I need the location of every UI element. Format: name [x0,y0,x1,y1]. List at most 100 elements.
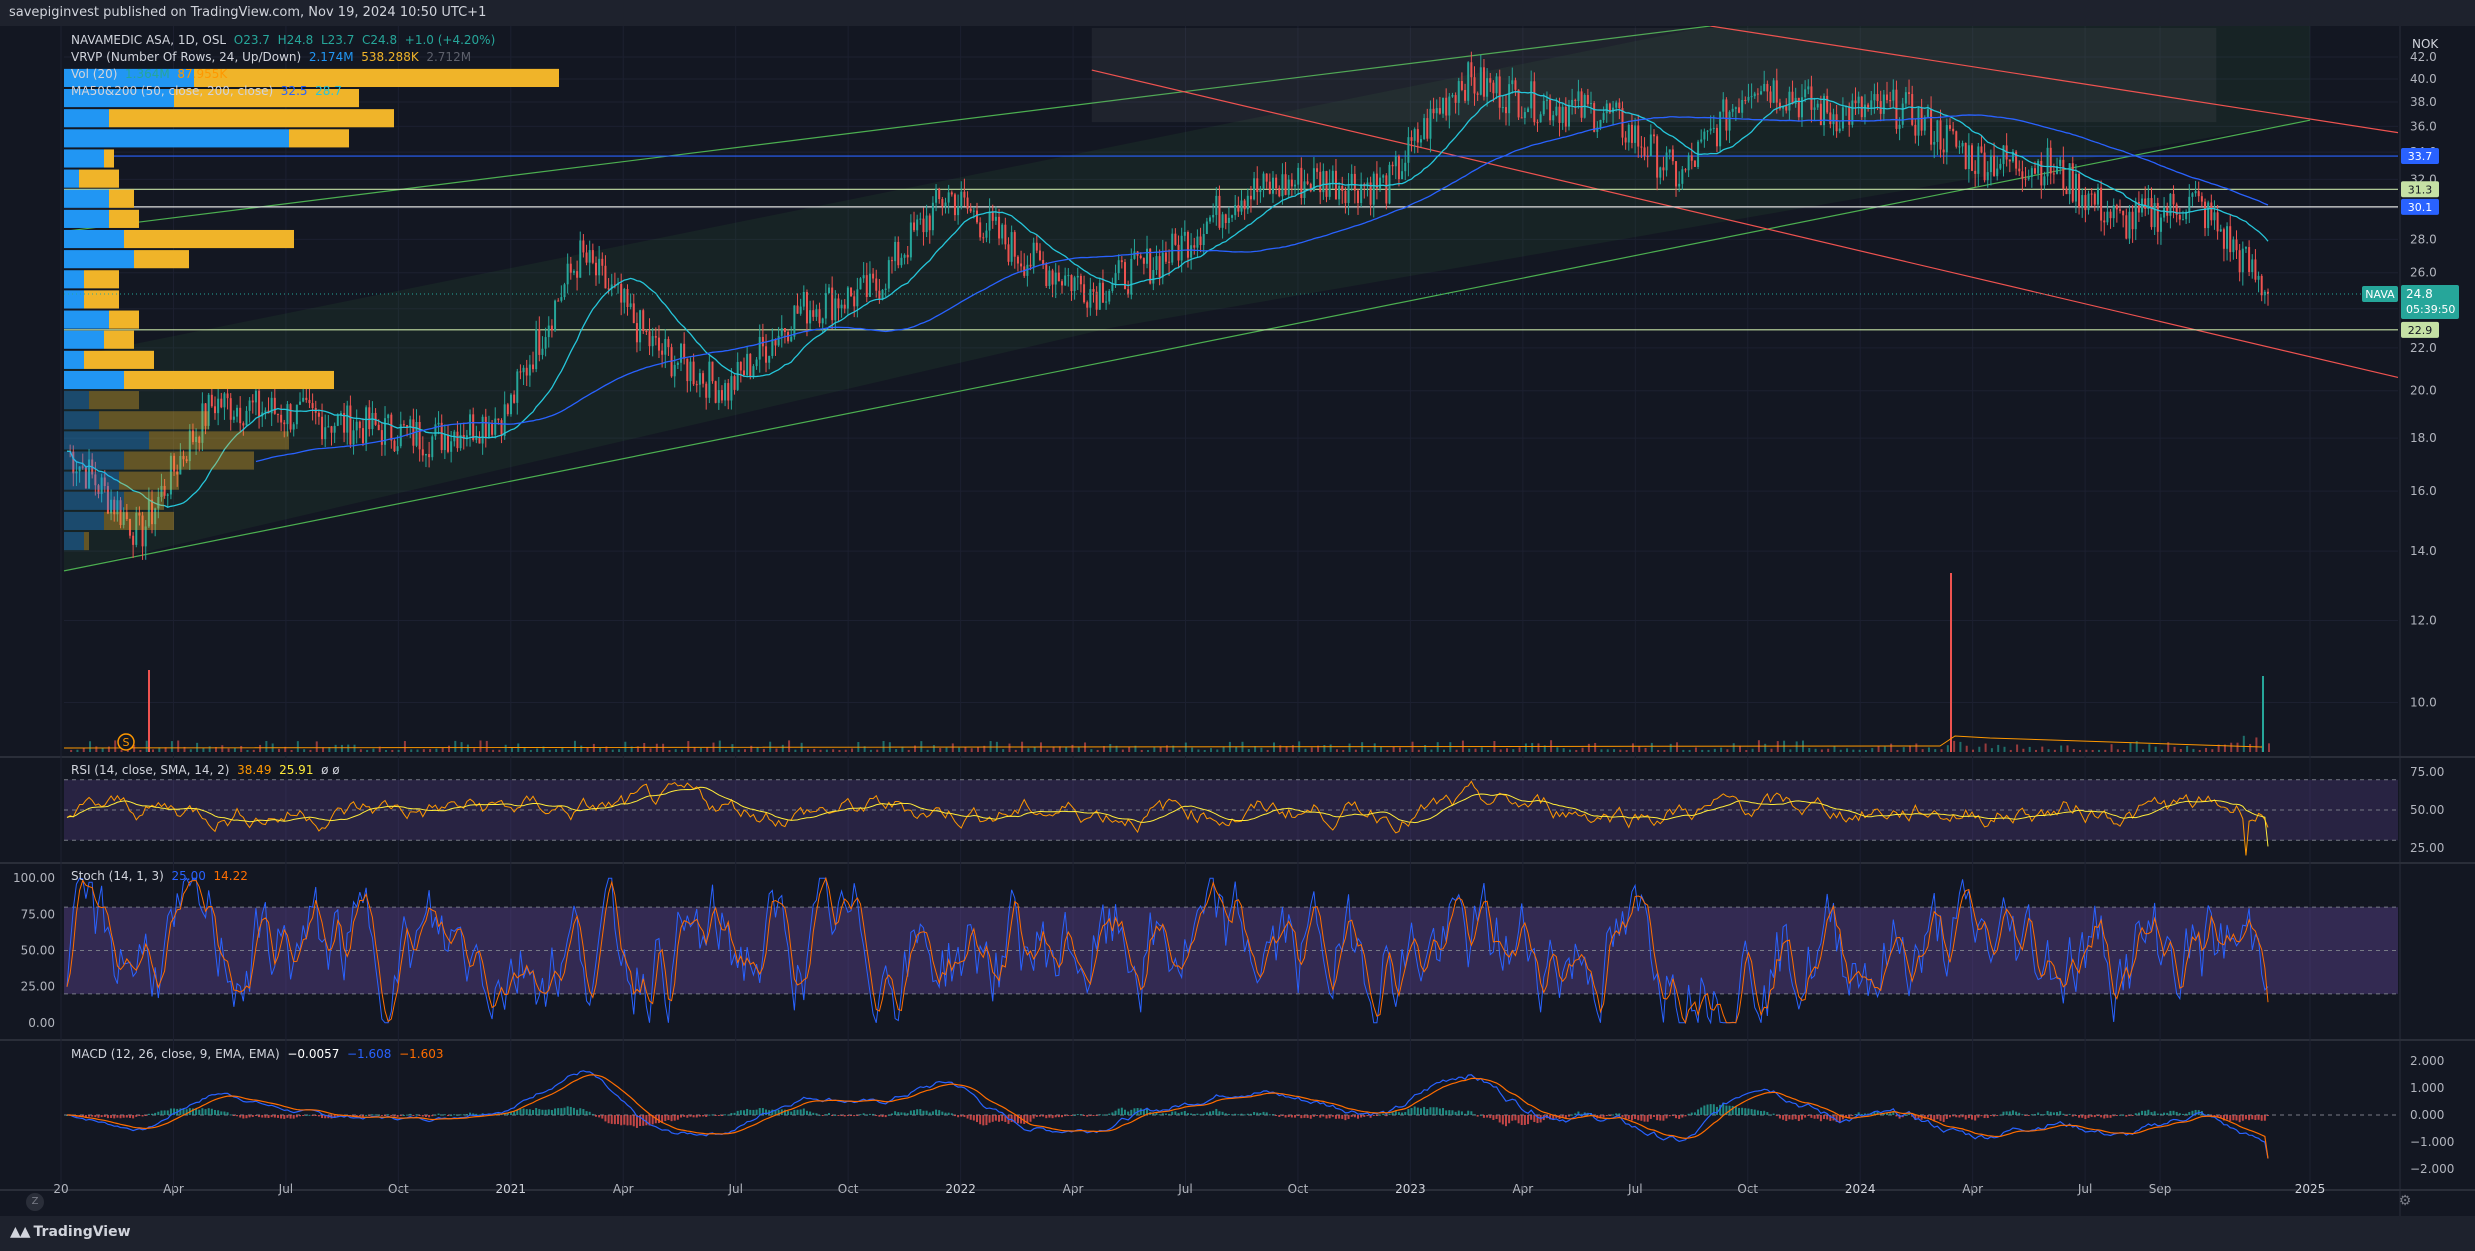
rsi-legend[interactable]: RSI (14, close, SMA, 14, 2) 38.49 25.91 … [71,762,340,779]
price-tick-label: 16.0 [2410,484,2437,498]
macd-histogram-bar [1073,1114,1076,1116]
candle-body [1659,167,1662,178]
candle-body [1520,117,1523,119]
volume-bar [240,745,243,752]
macd-histogram-bar [2267,1115,2269,1116]
ma-legend[interactable]: MA50&200 (50, close, 200, close) 32.5 28… [71,83,342,100]
candle-body [1287,179,1290,195]
macd-histogram-bar [1697,1109,1700,1115]
candle-body [103,477,106,487]
volume-bar [586,747,589,752]
chart-area[interactable]: 20 Apr Jul Oct 2021 Apr Jul Oct 2022 Apr Jul Oct 202… [0,25,2475,1216]
macd-histogram-bar [862,1113,865,1115]
volume-bar [1852,749,1855,752]
macd-histogram-bar [1394,1110,1397,1115]
volume-bar [1965,745,1968,752]
candle-body [437,422,440,425]
macd-histogram-bar [2181,1113,2184,1115]
volume-bar [473,748,476,752]
candle-body [1734,107,1737,109]
volume-bar [964,747,967,752]
zoom-reset-button[interactable]: Z [26,1193,44,1211]
candle-body [1599,119,1602,128]
candle-body [1823,95,1826,126]
vol-legend[interactable]: Vol (20) 1.364M 87.955K [71,66,227,83]
rsi-ma-line [66,786,2269,847]
macd-histogram-bar [1933,1115,1936,1122]
candle-body [938,188,941,200]
vrvp-up-bar [64,451,124,470]
candle-body [1835,114,1838,132]
candle-body [1479,67,1482,95]
volume-bar [1694,747,1697,752]
macd-histogram-bar [1199,1114,1202,1116]
macd-histogram-bar [890,1113,893,1115]
volume-bar [1279,745,1282,752]
candle-body [270,397,273,414]
candle-body [1249,195,1252,200]
macd-histogram-bar [1432,1107,1435,1115]
macd-histogram-bar [2204,1114,2207,1116]
vrvp-down-bar [124,370,334,390]
vrvp-down-bar [104,330,134,349]
macd-histogram-bar [1637,1115,1640,1121]
candle-body [390,414,393,441]
macd-histogram-bar [2052,1112,2055,1115]
candle-body [1851,100,1854,125]
candle-body [944,202,947,207]
macd-histogram-bar [761,1108,764,1115]
macd-histogram-bar [248,1115,251,1118]
volume-bar [555,749,558,752]
macd-histogram-bar [1057,1115,1060,1118]
macd-legend[interactable]: MACD (12, 26, close, 9, EMA, EMA) −0.005… [71,1046,443,1063]
candle-body [1933,141,1936,145]
volume-spike [2262,676,2264,752]
macd-histogram-bar [1234,1113,1237,1115]
candle-body [576,271,579,278]
macd-histogram-bar [1753,1109,1756,1115]
candle-body [2084,195,2087,211]
gear-icon[interactable]: ⚙ [2398,1193,2412,1209]
macd-histogram-bar [900,1112,903,1115]
macd-histogram-bar [1353,1115,1356,1118]
macd-histogram-bar [1646,1115,1649,1122]
macd-histogram-bar [229,1114,232,1116]
candle-body [2033,168,2036,174]
volume-bar [2066,745,2069,752]
macd-histogram-bar [1413,1106,1416,1115]
candle-body [1306,181,1309,184]
candle-body [566,263,569,285]
candle-body [1438,108,1441,114]
macd-histogram-bar [509,1111,512,1115]
macd-histogram-bar [239,1115,242,1118]
macd-histogram-bar [569,1106,572,1115]
candle-body [469,414,472,436]
macd-histogram-bar [1504,1115,1507,1127]
chart-svg[interactable]: 20 Apr Jul Oct 2021 Apr Jul Oct 2022 Apr Jul Oct 202… [0,25,2475,1216]
macd-histogram-bar [1775,1115,1778,1117]
candle-body [1171,233,1174,263]
macd-histogram-bar [1863,1113,1866,1115]
volume-bar [1159,746,1162,752]
vrvp-down-bar [104,149,114,168]
candle-body [1876,94,1879,102]
macd-histogram-bar [1999,1114,2002,1116]
candle-body [179,456,182,475]
candle-body [1391,164,1394,167]
macd-histogram-bar [1410,1108,1413,1115]
candle-body [2128,211,2131,239]
macd-histogram-bar [843,1115,846,1117]
stoch-legend[interactable]: Stoch (14, 1, 3) 25.00 14.22 [71,868,248,885]
candle-body [1133,251,1136,259]
vrvp-legend[interactable]: VRVP (Number Of Rows, 24, Up/Down) 2.174… [71,49,471,66]
stoch-band [64,907,2398,994]
volume-bar [1147,749,1150,752]
candle-body [667,339,670,348]
candle-body [1926,109,1929,118]
candle-body [755,359,758,367]
candle-body [708,361,711,398]
candle-body [2043,176,2046,186]
macd-histogram-bar [1766,1112,1769,1115]
macd-histogram-bar [1920,1115,1923,1120]
rsi-tick-label: 25.00 [2410,841,2444,855]
